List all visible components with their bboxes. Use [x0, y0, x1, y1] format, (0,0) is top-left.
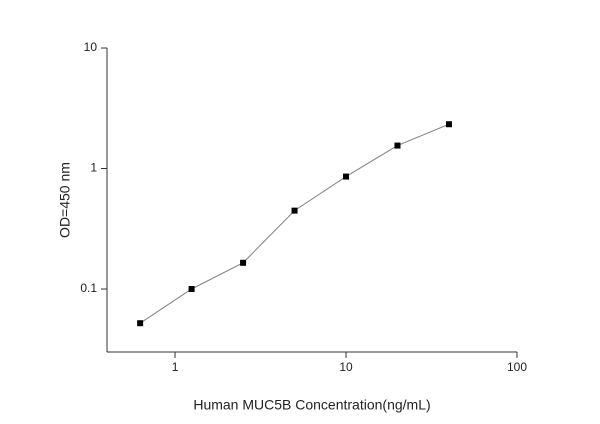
- x-tick-label: 1: [172, 360, 179, 374]
- x-axis-label: Human MUC5B Concentration(ng/mL): [193, 397, 430, 413]
- x-tick-label: 100: [507, 360, 527, 374]
- data-point: [445, 121, 452, 128]
- data-point: [137, 320, 144, 327]
- data-point: [394, 142, 401, 149]
- y-tick-label: 1: [90, 161, 97, 175]
- data-point: [188, 285, 195, 292]
- data-point: [291, 207, 298, 214]
- y-tick-label: 0.1: [80, 281, 97, 295]
- x-tick-label: 10: [339, 360, 353, 374]
- data-point: [343, 173, 350, 180]
- y-axis-label: OD=450 nm: [57, 162, 73, 238]
- series-line: [139, 123, 450, 324]
- data-point: [240, 259, 247, 266]
- y-tick-label: 10: [84, 40, 98, 54]
